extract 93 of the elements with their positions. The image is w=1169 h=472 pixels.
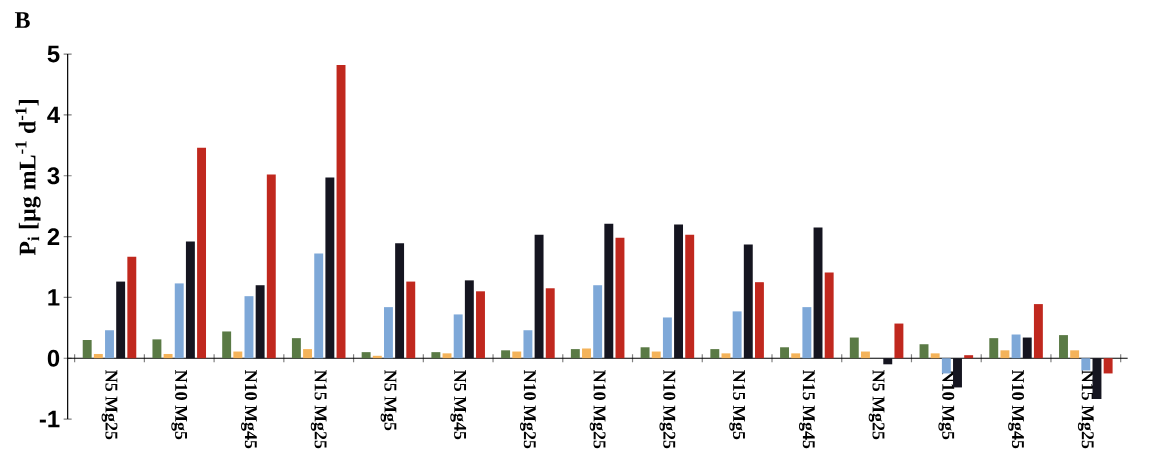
bar <box>266 174 276 359</box>
bar <box>501 350 511 359</box>
bar <box>431 352 441 359</box>
y-tick-label: -1 <box>39 410 60 428</box>
bar <box>476 291 485 359</box>
bar <box>127 256 137 359</box>
x-tick-label: N15 Mg45 <box>798 370 815 449</box>
bar <box>197 147 207 359</box>
bar <box>849 337 859 359</box>
x-tick-label: N5 Mg5 <box>380 370 397 431</box>
x-tick-label: N10 Mg25 <box>589 370 606 449</box>
bar <box>685 234 695 359</box>
bar <box>512 351 522 359</box>
bar <box>464 280 474 359</box>
bar <box>570 349 580 359</box>
bar <box>674 224 684 359</box>
y-tick-label: 3 <box>47 167 60 185</box>
bar <box>291 338 301 359</box>
x-tick-label: N10 Mg25 <box>519 370 536 449</box>
bar <box>93 353 103 359</box>
bar <box>651 351 661 359</box>
bar <box>791 353 801 359</box>
y-tick-label: 1 <box>48 289 60 306</box>
bar <box>406 281 416 359</box>
bar <box>1033 304 1043 359</box>
bar <box>1011 334 1021 359</box>
bar <box>395 243 405 359</box>
bar <box>640 347 650 359</box>
bar <box>824 272 834 359</box>
bar <box>710 349 720 359</box>
x-tick-label: N10 Mg45 <box>1008 370 1025 449</box>
bar <box>1092 358 1102 399</box>
bar <box>523 330 533 359</box>
bar <box>1103 358 1113 374</box>
bar <box>813 227 823 359</box>
x-tick-label: N10 Mg25 <box>659 370 676 449</box>
bar <box>244 296 254 359</box>
bar <box>105 330 114 359</box>
bar <box>953 358 962 388</box>
y-tick-label: 5 <box>47 45 60 63</box>
bar <box>442 353 452 359</box>
bar <box>930 353 940 359</box>
bar <box>545 288 555 359</box>
x-tick-label: N5 Mg25 <box>101 370 118 440</box>
bar <box>1000 350 1010 359</box>
bar <box>1070 350 1080 359</box>
bar <box>732 311 742 359</box>
chart-title: B <box>14 12 30 28</box>
x-tick-label: N5 Mg45 <box>450 370 467 440</box>
y-axis-title: P$_{i}$ [µg mL$^{-1}$ d$^{-1}$] <box>15 100 41 256</box>
x-tick-label: N15 Mg5 <box>729 370 746 440</box>
y-tick-label: 4 <box>47 106 61 124</box>
bar <box>233 351 243 359</box>
bar <box>174 283 184 359</box>
bar <box>1059 335 1068 359</box>
bar <box>383 307 393 359</box>
bar <box>255 285 265 359</box>
x-tick-label: N5 Mg25 <box>868 370 885 440</box>
bar <box>1081 358 1091 371</box>
bar <box>303 349 313 359</box>
bar <box>82 339 92 359</box>
bar <box>743 244 753 359</box>
bar <box>883 358 893 365</box>
bar <box>989 338 999 359</box>
bar <box>860 351 870 359</box>
y-tick-label: 2 <box>47 228 60 245</box>
bar <box>593 285 603 359</box>
bar <box>325 177 335 359</box>
bar <box>453 314 463 359</box>
x-tick-label: N15 Mg25 <box>310 370 327 449</box>
bar <box>336 65 346 359</box>
bar <box>754 282 764 359</box>
bar <box>534 234 544 359</box>
bar <box>964 355 974 359</box>
bar <box>802 307 812 359</box>
bar <box>152 339 162 359</box>
bar <box>604 223 614 359</box>
x-tick-label: N10 Mg5 <box>171 370 188 440</box>
bar <box>894 323 904 359</box>
x-tick-label: N10 Mg45 <box>241 370 257 449</box>
bar <box>1022 337 1032 359</box>
bar <box>582 348 591 359</box>
bar <box>116 281 126 359</box>
bar <box>919 344 929 359</box>
bar <box>185 241 195 359</box>
bar <box>163 353 173 359</box>
bar <box>780 347 790 359</box>
bar <box>222 331 232 359</box>
bar <box>721 353 731 359</box>
bar <box>662 317 672 359</box>
bar <box>314 253 324 359</box>
y-tick-label: 0 <box>47 349 60 367</box>
bar <box>361 352 371 359</box>
